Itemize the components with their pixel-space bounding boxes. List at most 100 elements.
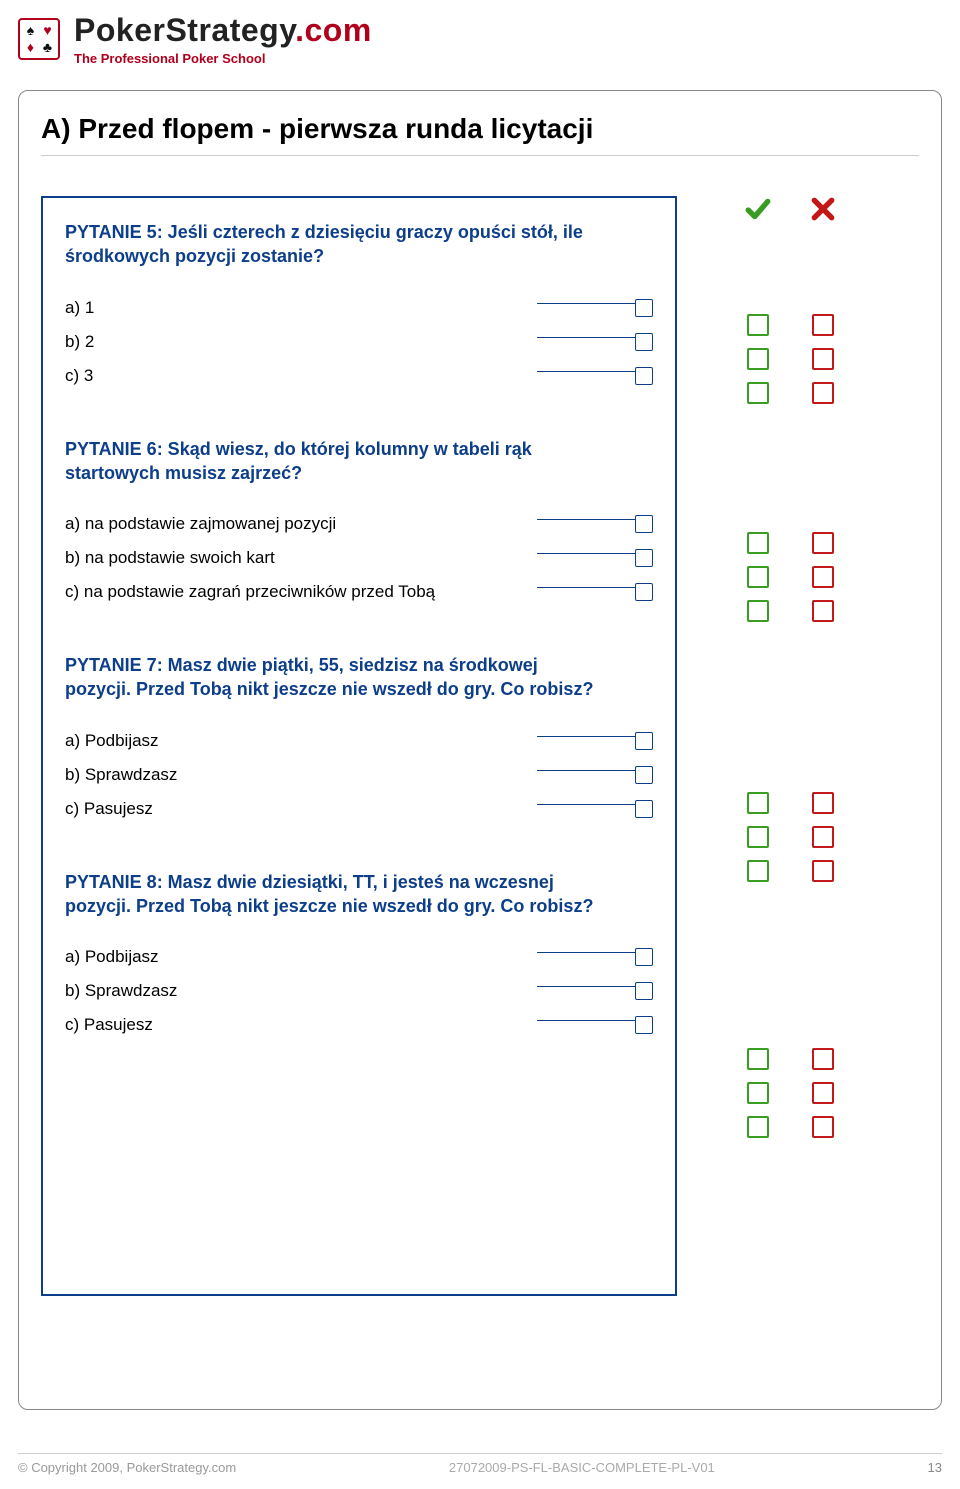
brand-subtitle: The Professional Poker School [74, 51, 372, 66]
mark-correct-checkbox[interactable] [747, 532, 769, 554]
mark-correct-checkbox[interactable] [747, 860, 769, 882]
answer-row: b) na podstawie swoich kart [65, 541, 653, 575]
cross-icon [810, 196, 836, 222]
club-icon: ♣ [40, 40, 55, 55]
answer-label: a) Podbijasz [65, 947, 535, 967]
answer-checkbox[interactable] [635, 299, 653, 317]
mark-row [725, 526, 855, 560]
connector-line [537, 736, 637, 746]
answer-label: a) Podbijasz [65, 731, 535, 751]
footer-copyright: © Copyright 2009, PokerStrategy.com [18, 1460, 236, 1475]
mark-row [725, 308, 855, 342]
answer-row: b) Sprawdzasz [65, 974, 653, 1008]
mark-header [705, 196, 875, 222]
answer-checkbox[interactable] [635, 367, 653, 385]
mark-wrong-checkbox[interactable] [812, 348, 834, 370]
question-title: PYTANIE 6: Skąd wiesz, do której kolumny… [65, 437, 605, 486]
question-column: PYTANIE 5: Jeśli czterech z dziesięciu g… [41, 196, 677, 1296]
connector-line [537, 804, 637, 814]
answer-label: b) 2 [65, 332, 535, 352]
mark-row [725, 560, 855, 594]
connector-line [537, 952, 637, 962]
mark-wrong-checkbox[interactable] [812, 1116, 834, 1138]
brand-title: PokerStrategy.com [74, 12, 372, 49]
answer-label: c) 3 [65, 366, 535, 386]
mark-correct-checkbox[interactable] [747, 314, 769, 336]
mark-wrong-checkbox[interactable] [812, 860, 834, 882]
answer-label: b) na podstawie swoich kart [65, 548, 535, 568]
answer-checkbox[interactable] [635, 800, 653, 818]
mark-wrong-checkbox[interactable] [812, 532, 834, 554]
mark-group [705, 786, 875, 888]
mark-wrong-checkbox[interactable] [812, 382, 834, 404]
connector-line [537, 519, 637, 529]
mark-row [725, 854, 855, 888]
question-block: PYTANIE 5: Jeśli czterech z dziesięciu g… [65, 220, 653, 393]
answer-checkbox[interactable] [635, 982, 653, 1000]
footer: © Copyright 2009, PokerStrategy.com 2707… [18, 1453, 942, 1475]
answer-row: c) na podstawie zagrań przeciwników prze… [65, 575, 653, 609]
mark-column [705, 196, 875, 228]
answer-row: a) Podbijasz [65, 940, 653, 974]
question-block: PYTANIE 8: Masz dwie dziesiątki, TT, i j… [65, 870, 653, 1043]
answer-checkbox[interactable] [635, 549, 653, 567]
mark-wrong-checkbox[interactable] [812, 600, 834, 622]
mark-group [705, 526, 875, 628]
mark-wrong-checkbox[interactable] [812, 826, 834, 848]
mark-group [705, 308, 875, 410]
logo-icon: ♠ ♥ ♦ ♣ [18, 18, 60, 60]
answer-row: b) Sprawdzasz [65, 758, 653, 792]
answer-checkbox[interactable] [635, 1016, 653, 1034]
brand-suffix: .com [295, 12, 372, 48]
answer-label: c) na podstawie zagrań przeciwników prze… [65, 582, 535, 602]
mark-correct-checkbox[interactable] [747, 1082, 769, 1104]
question-title: PYTANIE 8: Masz dwie dziesiątki, TT, i j… [65, 870, 605, 919]
mark-correct-checkbox[interactable] [747, 826, 769, 848]
question-block: PYTANIE 6: Skąd wiesz, do której kolumny… [65, 437, 653, 610]
answer-label: c) Pasujesz [65, 799, 535, 819]
mark-row [725, 786, 855, 820]
mark-row [725, 1110, 855, 1144]
answer-row: a) na podstawie zajmowanej pozycji [65, 507, 653, 541]
answer-checkbox[interactable] [635, 732, 653, 750]
mark-row [725, 376, 855, 410]
mark-correct-checkbox[interactable] [747, 382, 769, 404]
answers: a) 1b) 2c) 3 [65, 291, 653, 393]
answer-checkbox[interactable] [635, 515, 653, 533]
answer-row: c) 3 [65, 359, 653, 393]
answer-checkbox[interactable] [635, 948, 653, 966]
answer-checkbox[interactable] [635, 583, 653, 601]
answer-row: a) Podbijasz [65, 724, 653, 758]
mark-correct-checkbox[interactable] [747, 792, 769, 814]
mark-correct-checkbox[interactable] [747, 1116, 769, 1138]
mark-wrong-checkbox[interactable] [812, 566, 834, 588]
mark-wrong-checkbox[interactable] [812, 1048, 834, 1070]
spade-icon: ♠ [23, 23, 38, 38]
answer-checkbox[interactable] [635, 766, 653, 784]
diamond-icon: ♦ [23, 40, 38, 55]
answers: a) Podbijasz b) Sprawdzasz c) Pasujesz [65, 724, 653, 826]
header: ♠ ♥ ♦ ♣ PokerStrategy.com The Profession… [0, 0, 960, 76]
question-title: PYTANIE 5: Jeśli czterech z dziesięciu g… [65, 220, 605, 269]
mark-correct-checkbox[interactable] [747, 1048, 769, 1070]
answer-label: b) Sprawdzasz [65, 981, 535, 1001]
answer-checkbox[interactable] [635, 333, 653, 351]
connector-line [537, 337, 637, 347]
mark-wrong-checkbox[interactable] [812, 314, 834, 336]
answer-row: b) 2 [65, 325, 653, 359]
connector-line [537, 986, 637, 996]
connector-line [537, 303, 637, 313]
mark-correct-checkbox[interactable] [747, 348, 769, 370]
answer-label: a) na podstawie zajmowanej pozycji [65, 514, 535, 534]
question-block: PYTANIE 7: Masz dwie piątki, 55, siedzis… [65, 653, 653, 826]
mark-wrong-checkbox[interactable] [812, 1082, 834, 1104]
mark-row [725, 342, 855, 376]
check-icon [745, 196, 771, 222]
connector-line [537, 371, 637, 381]
section-title: A) Przed flopem - pierwsza runda licytac… [41, 113, 919, 156]
mark-row [725, 1042, 855, 1076]
footer-page: 13 [928, 1460, 942, 1475]
mark-correct-checkbox[interactable] [747, 566, 769, 588]
mark-wrong-checkbox[interactable] [812, 792, 834, 814]
mark-correct-checkbox[interactable] [747, 600, 769, 622]
